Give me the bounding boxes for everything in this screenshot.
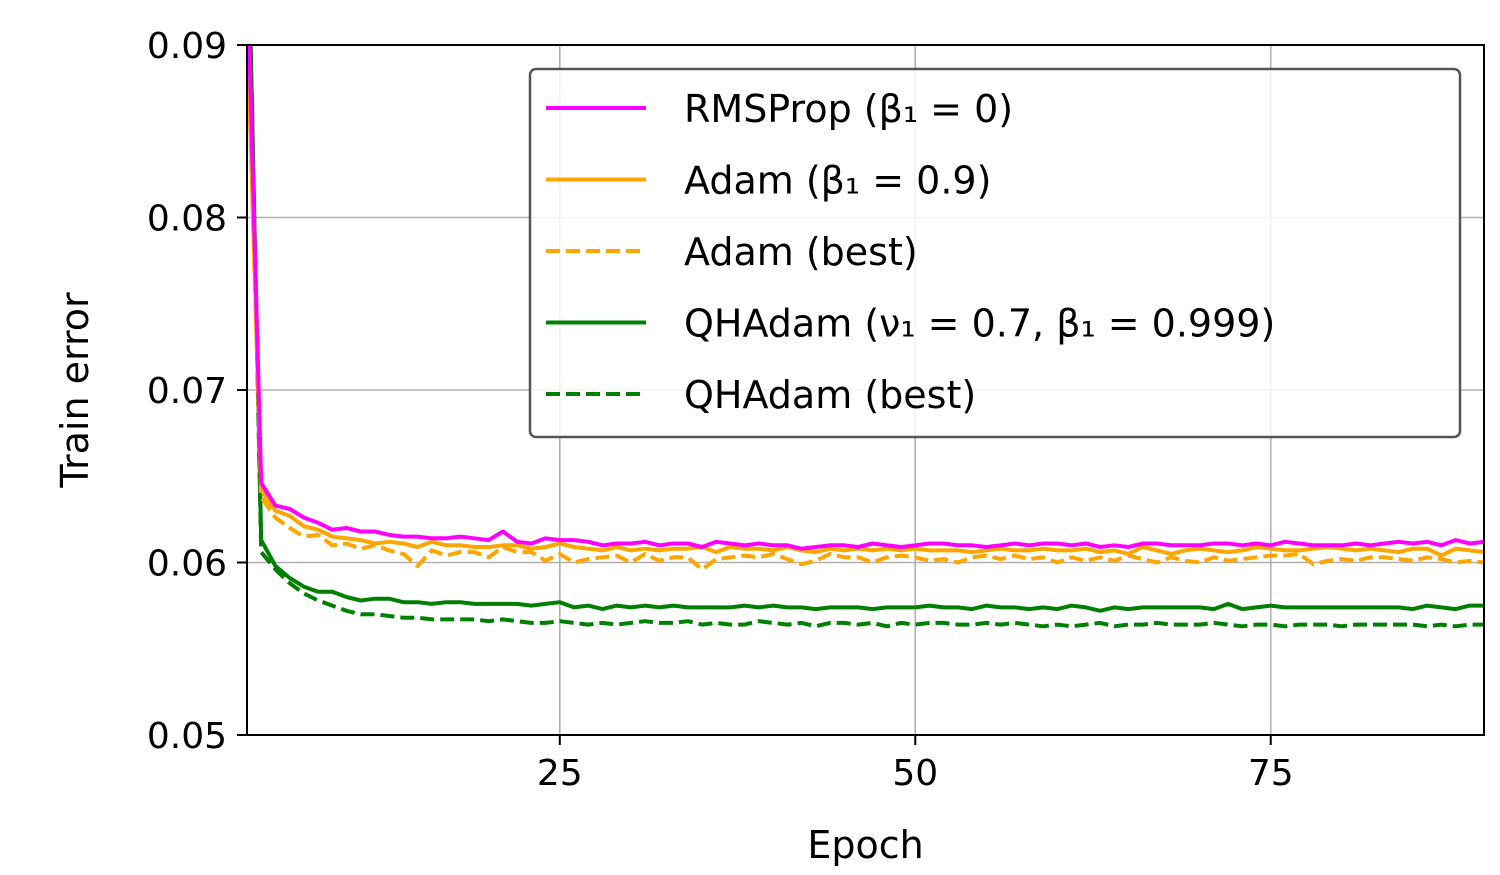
legend-entry-2: Adam (best) bbox=[684, 230, 918, 274]
series-layer bbox=[247, 45, 1484, 629]
legend-box bbox=[528, 67, 1462, 439]
series-line-1 bbox=[247, 45, 1484, 558]
x-tick-label-0: 25 bbox=[537, 753, 583, 794]
y-tick-label-3: 0.08 bbox=[147, 199, 227, 240]
x-tick-label-2: 75 bbox=[1248, 753, 1294, 794]
series-line-0 bbox=[247, 45, 1484, 551]
series-line-3 bbox=[248, 45, 1484, 613]
legend-entry-0: RMSProp (β₁ = 0) bbox=[684, 87, 1013, 131]
y-axis-label: Train error bbox=[53, 292, 97, 489]
y-tick-label-4: 0.09 bbox=[147, 26, 227, 67]
y-tick-label-2: 0.07 bbox=[147, 371, 227, 412]
x-tick-label-1: 50 bbox=[892, 753, 938, 794]
y-tick-label-1: 0.06 bbox=[147, 544, 227, 585]
x-axis-label: Epoch bbox=[807, 823, 923, 867]
series-line-4 bbox=[248, 45, 1484, 629]
legend: RMSProp (β₁ = 0) Adam (β₁ = 0.9) Adam (bes… bbox=[528, 67, 1462, 439]
legend-entry-4: QHAdam (best) bbox=[684, 373, 976, 417]
y-tick-label-0: 0.05 bbox=[147, 716, 227, 757]
series-line-2 bbox=[247, 45, 1484, 572]
legend-entry-3: QHAdam (ν₁ = 0.7, β₁ = 0.999) bbox=[684, 302, 1275, 346]
legend-entry-1: Adam (β₁ = 0.9) bbox=[684, 159, 991, 203]
axis-ticks: 25 50 75 0.05 0.06 0.07 0.08 0.09 bbox=[147, 26, 1294, 794]
